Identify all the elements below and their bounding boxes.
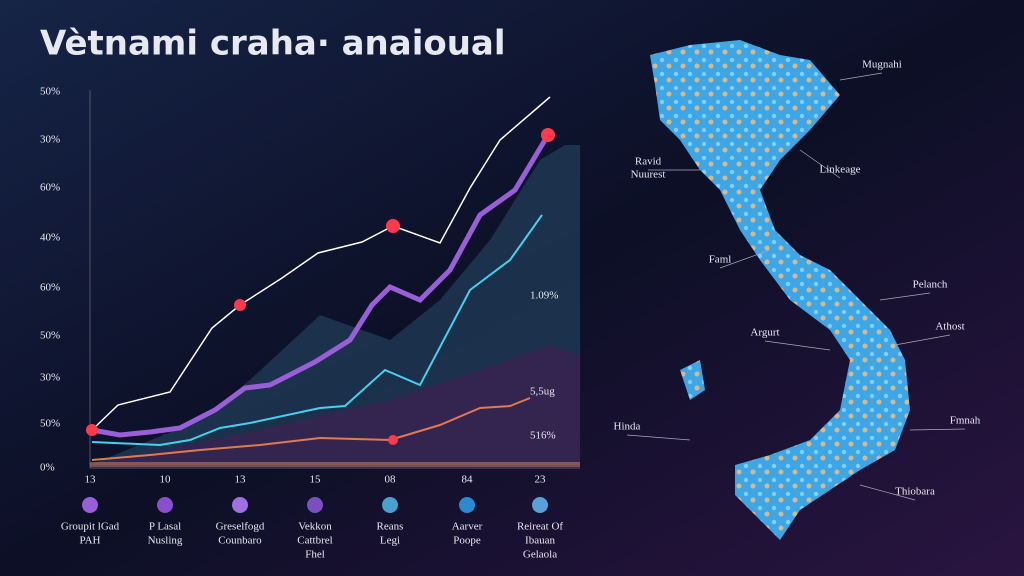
map-label: Nuurest [631,169,666,181]
x-label: 08 [385,474,397,486]
leader-line [719,249,771,269]
legend-label: PAH [80,535,101,547]
line [91,133,551,438]
chart-plot [86,90,580,469]
band [90,462,580,467]
legend-icon [82,497,98,513]
leader-line [879,292,931,301]
leader-line [909,428,966,431]
x-label: 10 [160,474,172,486]
island [680,360,705,400]
y-label: 40% [40,232,60,244]
map-label: Faml [709,254,732,266]
legend-label: Counbaro [218,535,262,547]
legend-label: Gelaola [523,549,557,561]
legend-label: P Lasal [149,521,181,533]
line [91,214,543,447]
leader-line [859,484,916,501]
x-label: 15 [310,474,322,486]
area [90,345,580,465]
leader-line [839,72,883,81]
legend-label: Greselfogd [216,521,265,533]
y-label: 30% [40,134,60,146]
map-label: Hinda [614,421,641,433]
line [91,397,531,461]
x-label: 84 [462,474,474,486]
legend-label: Nusling [148,535,183,547]
dot [386,219,400,233]
leader-line [799,149,841,179]
legend-icon [532,497,548,513]
map-label: Ravid [635,156,662,168]
legend-icon [157,497,173,513]
legend-label: Cattbrel [297,535,332,547]
y-label: 50% [40,418,60,430]
legend-label: Vekkon [298,521,332,533]
legend-icon [382,497,398,513]
highlights [86,128,555,445]
y-label: 30% [40,372,60,384]
map-label: Fmnah [950,415,981,427]
legend-label: Legi [380,535,400,547]
x-label: 23 [535,474,547,486]
map-label: Thiobara [895,486,935,498]
leader-line [626,434,691,441]
annotation: 516% [530,430,556,442]
legend-label: Fhel [305,549,325,561]
legend-icon [232,497,248,513]
y-label: 50% [40,330,60,342]
map-label: Athost [935,321,964,333]
y-label: 60% [40,182,60,194]
legend-label: Reireat Of [517,521,563,533]
dot [541,128,555,142]
annotation: 5,5ug [530,386,555,398]
map [650,40,910,540]
legend-label: Ibauan [525,535,555,547]
x-label: 13 [85,474,97,486]
annotation: 1.09% [530,290,558,302]
legend-icon [459,497,475,513]
y-label: 60% [40,282,60,294]
map-label: Argurt [750,327,779,339]
leader-line [764,340,831,351]
map-label: Pelanch [913,279,948,291]
dot [388,435,398,445]
dot [86,424,98,436]
leader-line [894,334,951,346]
y-label: 0% [40,462,55,474]
legend-label: Poope [453,535,481,547]
y-label: 50% [40,86,60,98]
map-label: Mugnahi [862,59,902,71]
dot [234,299,246,311]
legend-label: Reans [377,521,404,533]
line [91,96,551,431]
title: Vètnami craha· anaioual [40,24,506,64]
legend-label: Groupit lGad [61,521,120,533]
country-shape [650,40,910,540]
x-label: 13 [235,474,247,486]
legend-label: Aarver [452,521,483,533]
legend-icon [307,497,323,513]
map-label: Linkeage [820,164,861,176]
